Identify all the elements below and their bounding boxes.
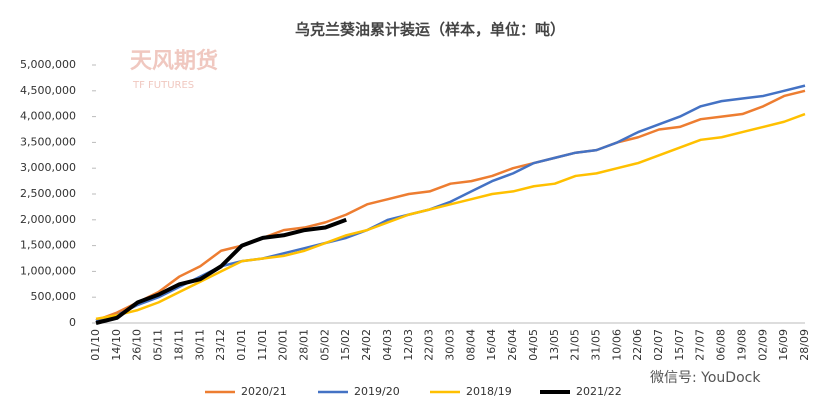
x-tick-label: 01/10 bbox=[89, 329, 102, 361]
series-line bbox=[95, 89, 806, 322]
watermark: 天风期货 bbox=[130, 48, 218, 74]
x-tick-label: 26/10 bbox=[131, 329, 144, 361]
x-tick-label: 05/11 bbox=[152, 329, 165, 361]
x-tick-label: 24/02 bbox=[360, 329, 373, 361]
y-tick-label: 1,500,000 bbox=[20, 239, 76, 252]
legend-label: 2020/21 bbox=[241, 385, 287, 398]
x-tick-label: 12/03 bbox=[402, 329, 415, 361]
x-tick-label: 14/10 bbox=[110, 329, 123, 361]
y-tick-label: 1,000,000 bbox=[20, 264, 76, 277]
y-tick-label: 3,500,000 bbox=[20, 135, 76, 148]
x-tick-label: 22/03 bbox=[423, 329, 436, 361]
x-tick-label: 16/04 bbox=[485, 329, 498, 361]
legend-label: 2019/20 bbox=[354, 385, 400, 398]
x-tick-label: 21/05 bbox=[569, 329, 582, 361]
x-tick-label: 05/02 bbox=[318, 329, 331, 361]
x-tick-label: 30/11 bbox=[193, 329, 206, 361]
x-tick-label: 04/05 bbox=[527, 329, 540, 361]
y-tick-label: 4,000,000 bbox=[20, 110, 76, 123]
x-tick-label: 23/12 bbox=[214, 329, 227, 361]
x-tick-label: 16/09 bbox=[777, 329, 790, 361]
x-tick-label: 26/04 bbox=[506, 329, 519, 361]
chart-title: 乌克兰葵油累计装运（样本，单位：吨） bbox=[295, 21, 565, 39]
x-tick-label: 15/02 bbox=[339, 329, 352, 361]
x-tick-label: 11/01 bbox=[256, 329, 269, 361]
x-tick-label: 02/07 bbox=[652, 329, 665, 361]
x-tick-label: 19/08 bbox=[735, 329, 748, 361]
footer-note: 微信号: YouDock bbox=[650, 370, 761, 386]
y-tick-label: 0 bbox=[69, 316, 76, 329]
x-tick-label: 02/09 bbox=[756, 329, 769, 361]
legend-label: 2021/22 bbox=[576, 385, 622, 398]
y-tick-label: 5,000,000 bbox=[20, 58, 76, 71]
x-tick-label: 01/01 bbox=[235, 329, 248, 361]
x-tick-label: 06/08 bbox=[715, 329, 728, 361]
y-tick-label: 2,000,000 bbox=[20, 213, 76, 226]
x-tick-label: 27/07 bbox=[694, 329, 707, 361]
y-tick-label: 500,000 bbox=[31, 290, 77, 303]
x-tick-label: 18/11 bbox=[172, 329, 185, 361]
y-tick-label: 4,500,000 bbox=[20, 84, 76, 97]
watermark-sub: TF FUTURES bbox=[132, 80, 194, 91]
x-tick-label: 31/05 bbox=[589, 329, 602, 361]
x-tick-label: 04/03 bbox=[381, 329, 394, 361]
series-line bbox=[95, 217, 347, 325]
legend-label: 2018/19 bbox=[466, 385, 512, 398]
series-line bbox=[95, 112, 806, 321]
x-tick-label: 10/06 bbox=[610, 329, 623, 361]
x-tick-label: 28/01 bbox=[298, 329, 311, 361]
x-tick-label: 30/03 bbox=[444, 329, 457, 361]
x-tick-label: 20/01 bbox=[277, 329, 290, 361]
y-tick-label: 2,500,000 bbox=[20, 187, 76, 200]
x-tick-label: 28/09 bbox=[798, 329, 811, 361]
x-tick-label: 15/07 bbox=[673, 329, 686, 361]
x-tick-label: 13/05 bbox=[548, 329, 561, 361]
x-tick-label: 22/06 bbox=[631, 329, 644, 361]
x-tick-label: 08/04 bbox=[464, 329, 477, 361]
y-tick-label: 3,000,000 bbox=[20, 161, 76, 174]
